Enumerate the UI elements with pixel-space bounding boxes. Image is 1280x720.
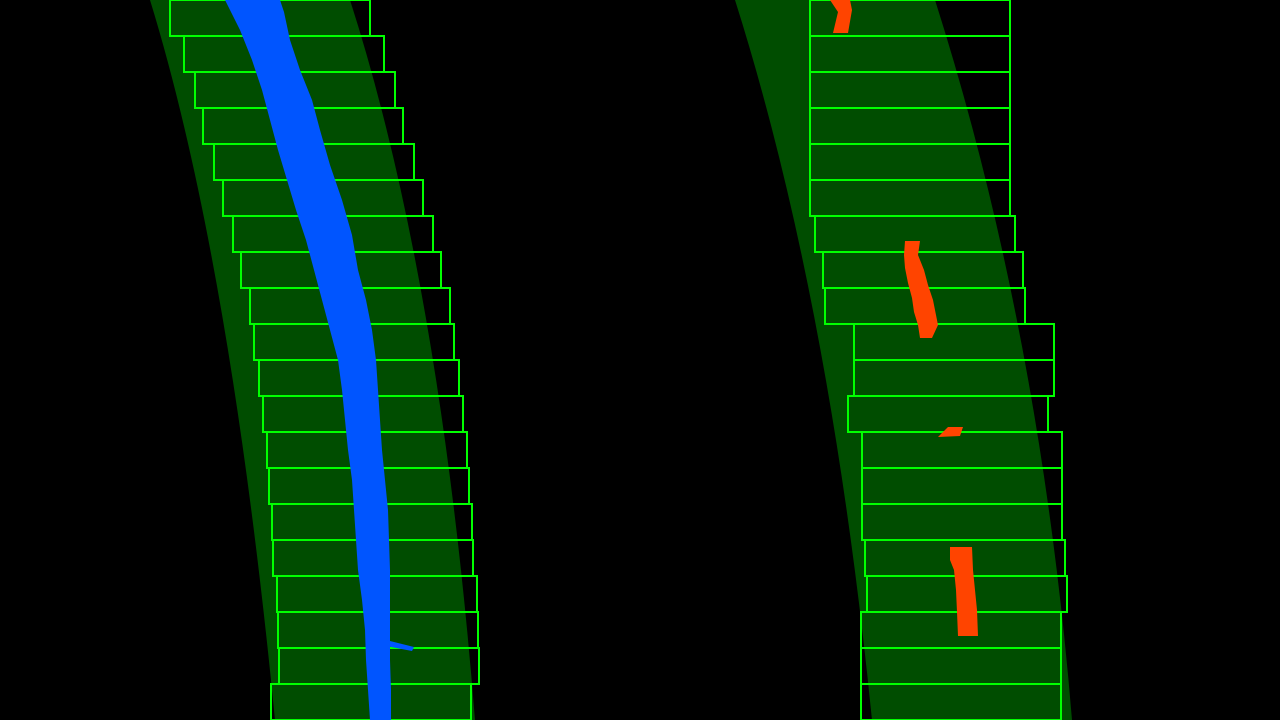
right-lane-pixel-cluster: [938, 427, 963, 437]
right-lane-pixel-cluster: [830, 0, 852, 33]
right-window-20: [860, 683, 1062, 720]
right-lane-pixel-cluster: [950, 547, 978, 636]
right-lane-pixel-cluster: [904, 241, 938, 338]
left-lane-pixels: [225, 0, 391, 720]
left-lane-pixel-stray: [386, 640, 414, 651]
